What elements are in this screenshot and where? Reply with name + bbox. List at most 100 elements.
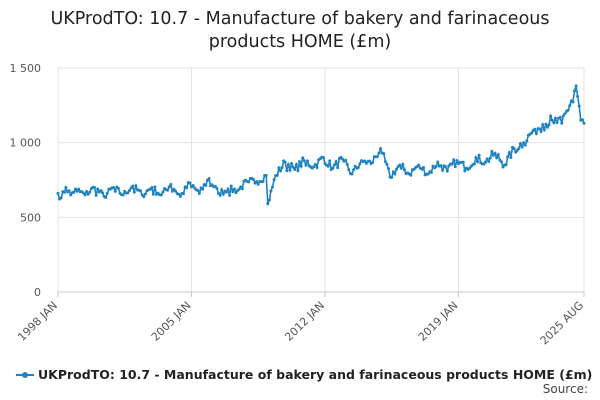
data-point[interactable] — [252, 178, 255, 182]
data-point[interactable] — [563, 112, 567, 116]
data-point[interactable] — [88, 190, 92, 194]
data-point[interactable] — [402, 168, 406, 172]
data-point[interactable] — [390, 176, 394, 179]
data-point[interactable] — [525, 139, 529, 143]
data-point[interactable] — [226, 187, 230, 191]
data-point[interactable] — [352, 168, 356, 172]
data-point[interactable] — [422, 166, 425, 169]
data-point[interactable] — [215, 186, 219, 190]
data-point[interactable] — [491, 153, 495, 157]
data-point[interactable] — [341, 157, 344, 161]
data-point[interactable] — [280, 166, 284, 170]
data-point[interactable] — [116, 186, 120, 190]
data-point[interactable] — [261, 180, 265, 183]
data-point[interactable] — [299, 164, 303, 168]
data-point[interactable] — [520, 145, 524, 149]
data-point[interactable] — [113, 189, 117, 193]
data-point[interactable] — [426, 172, 430, 176]
data-point[interactable] — [549, 114, 553, 118]
data-point[interactable] — [150, 186, 154, 189]
data-point[interactable] — [455, 159, 459, 163]
data-point[interactable] — [398, 163, 402, 167]
data-point[interactable] — [518, 142, 522, 146]
data-point[interactable] — [487, 160, 491, 163]
data-point[interactable] — [385, 162, 389, 166]
data-point[interactable] — [298, 160, 301, 164]
data-point[interactable] — [313, 163, 317, 166]
data-point[interactable] — [453, 165, 457, 169]
data-point[interactable] — [290, 162, 294, 166]
data-point[interactable] — [272, 178, 276, 182]
data-point[interactable] — [574, 84, 578, 88]
data-point[interactable] — [582, 121, 586, 125]
data-point[interactable] — [450, 162, 454, 166]
data-point[interactable] — [128, 189, 131, 192]
data-point[interactable] — [553, 116, 557, 120]
data-point[interactable] — [539, 130, 543, 133]
data-point[interactable] — [143, 192, 147, 196]
data-point[interactable] — [517, 147, 521, 151]
data-point[interactable] — [217, 191, 220, 195]
data-point[interactable] — [504, 163, 508, 167]
data-point[interactable] — [472, 162, 476, 166]
data-point[interactable] — [485, 157, 489, 161]
data-point[interactable] — [142, 195, 146, 199]
data-point[interactable] — [132, 190, 136, 194]
data-point[interactable] — [371, 161, 375, 164]
data-point[interactable] — [474, 156, 478, 160]
data-point[interactable] — [558, 115, 562, 119]
data-point[interactable] — [409, 173, 413, 177]
data-point[interactable] — [379, 147, 383, 151]
data-point[interactable] — [550, 118, 554, 122]
data-point[interactable] — [530, 131, 534, 135]
data-point[interactable] — [178, 194, 182, 198]
data-point[interactable] — [75, 189, 79, 193]
data-point[interactable] — [275, 173, 279, 177]
data-point[interactable] — [534, 132, 538, 136]
data-point[interactable] — [499, 160, 503, 164]
data-point[interactable] — [580, 118, 584, 122]
data-point[interactable] — [484, 160, 487, 164]
data-point[interactable] — [444, 165, 448, 169]
data-point[interactable] — [523, 143, 527, 147]
data-point[interactable] — [94, 193, 98, 197]
data-point[interactable] — [576, 95, 580, 98]
data-point[interactable] — [99, 189, 103, 193]
data-point[interactable] — [315, 166, 319, 169]
data-point[interactable] — [161, 190, 165, 194]
data-point[interactable] — [547, 123, 551, 127]
data-point[interactable] — [255, 180, 259, 183]
data-point[interactable] — [151, 192, 155, 196]
data-point[interactable] — [507, 150, 511, 154]
data-point[interactable] — [555, 121, 559, 124]
data-point[interactable] — [383, 160, 387, 164]
legend[interactable]: UKProdTO: 10.7 - Manufacture of bakery a… — [16, 367, 592, 382]
data-point[interactable] — [477, 153, 481, 157]
data-point[interactable] — [104, 196, 108, 199]
data-point[interactable] — [538, 127, 541, 131]
data-point[interactable] — [64, 186, 68, 189]
data-point[interactable] — [350, 172, 354, 176]
data-point[interactable] — [495, 156, 499, 160]
data-point[interactable] — [417, 163, 421, 167]
data-point[interactable] — [522, 141, 526, 145]
data-point[interactable] — [83, 193, 87, 197]
data-point[interactable] — [159, 193, 163, 197]
data-point[interactable] — [267, 198, 271, 202]
data-point[interactable] — [182, 192, 185, 196]
data-point[interactable] — [126, 191, 130, 195]
data-point[interactable] — [256, 182, 260, 186]
data-point[interactable] — [77, 187, 81, 191]
data-point[interactable] — [296, 169, 300, 173]
data-point[interactable] — [356, 166, 360, 169]
data-point[interactable] — [382, 152, 386, 156]
data-point[interactable] — [288, 168, 292, 172]
data-point[interactable] — [461, 160, 465, 164]
data-point[interactable] — [196, 189, 200, 192]
data-point[interactable] — [93, 186, 96, 189]
data-point[interactable] — [506, 155, 510, 159]
data-point[interactable] — [204, 183, 208, 187]
data-point[interactable] — [293, 168, 297, 171]
data-point[interactable] — [291, 165, 295, 169]
data-point[interactable] — [533, 127, 537, 131]
